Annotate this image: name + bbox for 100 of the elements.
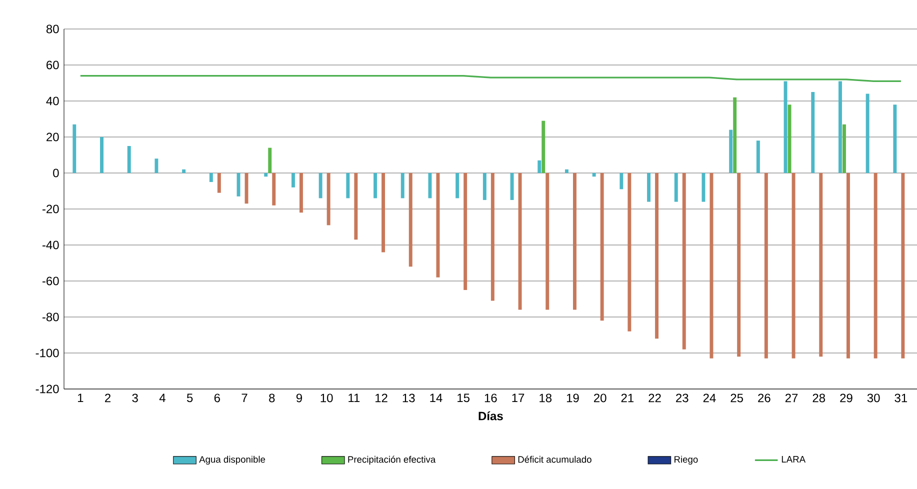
x-tick-label: 31 [894, 394, 908, 402]
bar [464, 172, 468, 290]
x-tick-label: 22 [648, 394, 661, 402]
bar [100, 136, 104, 173]
bar [600, 172, 604, 321]
x-tick-label: 6 [214, 394, 220, 402]
bar [846, 172, 850, 358]
legend-label: Agua disponible [199, 456, 266, 465]
bar [819, 172, 823, 357]
bar [674, 172, 678, 202]
bar [628, 172, 632, 332]
y-tick-label: 80 [46, 24, 59, 34]
x-tick-label: 13 [402, 394, 415, 402]
bar [127, 146, 131, 173]
bar [811, 92, 815, 173]
x-axis-title: Días [478, 411, 503, 420]
x-tick-label: 4 [159, 394, 166, 402]
x-tick-label: 9 [296, 394, 302, 402]
bar [647, 172, 651, 202]
bar [572, 172, 576, 310]
bar [564, 169, 568, 173]
x-tick-label: 8 [269, 394, 275, 402]
bar [428, 172, 432, 198]
bar [408, 172, 412, 267]
x-tick-label: 20 [594, 394, 606, 402]
bar [518, 172, 522, 310]
legend-label: LARA [782, 456, 806, 462]
bar [154, 158, 158, 173]
bar [326, 172, 330, 226]
bar [874, 172, 878, 358]
bar [268, 148, 272, 173]
x-tick-label: 19 [566, 394, 579, 402]
y-tick-label: 40 [46, 96, 59, 106]
bar [702, 172, 706, 202]
bar [209, 172, 213, 182]
x-tick-label: 15 [458, 394, 470, 402]
bar [318, 172, 322, 198]
legend-label: Déficit acumulado [518, 456, 592, 463]
bar [546, 172, 550, 310]
bar [682, 172, 686, 350]
bar [482, 172, 486, 200]
bar [756, 140, 760, 173]
bar [510, 172, 514, 200]
x-tick-label: 12 [376, 394, 388, 402]
x-tick-label: 10 [320, 394, 333, 402]
x-tick-label: 14 [430, 394, 442, 402]
bar [182, 169, 186, 173]
legend-label: Precipitación efectiva [348, 456, 436, 465]
bar [838, 81, 842, 173]
x-tick-label: 1 [78, 394, 84, 402]
bar [542, 120, 546, 173]
x-tick-label: 25 [730, 394, 743, 402]
y-tick-label: -80 [42, 312, 59, 322]
x-tick-label: 24 [703, 394, 716, 402]
bar [784, 81, 788, 173]
x-tick-label: 17 [512, 394, 524, 402]
x-tick-label: 30 [867, 394, 880, 402]
bar [710, 172, 714, 358]
bar [244, 172, 248, 204]
x-tick-label: 26 [758, 394, 770, 402]
bar [456, 172, 460, 198]
bar [592, 172, 596, 177]
x-tick-label: 11 [348, 394, 360, 402]
bar [374, 172, 378, 198]
x-tick-label: 29 [840, 394, 852, 402]
y-tick-label: -120 [36, 384, 59, 394]
x-tick-label: 16 [484, 394, 497, 402]
y-tick-label: 60 [46, 60, 59, 70]
x-tick-label: 7 [242, 394, 248, 402]
bar [620, 172, 624, 190]
bar [842, 124, 846, 173]
bar [217, 172, 221, 193]
bar [655, 172, 659, 339]
bar [893, 104, 897, 173]
bar [346, 172, 350, 198]
x-tick-label: 28 [812, 394, 826, 402]
bar [901, 172, 905, 358]
y-tick-label: -100 [36, 348, 59, 358]
bar [737, 172, 741, 357]
bar [291, 172, 295, 188]
x-tick-label: 5 [186, 394, 193, 402]
x-tick-label: 3 [132, 394, 138, 402]
bar [264, 172, 268, 177]
x-tick-label: 2 [105, 394, 110, 402]
bar [436, 172, 440, 278]
bar [354, 172, 358, 240]
bar [788, 104, 792, 173]
bar [792, 172, 796, 358]
y-tick-label: 0 [53, 168, 59, 178]
bar [729, 130, 733, 173]
x-tick-label: 18 [540, 394, 552, 402]
y-tick-label: -20 [42, 204, 59, 214]
bar [490, 172, 494, 301]
bar [382, 172, 385, 252]
bar [400, 172, 404, 198]
bar [538, 160, 542, 173]
bar [72, 124, 76, 173]
y-tick-label: -60 [42, 276, 59, 286]
x-tick-label: 23 [676, 394, 688, 402]
bar [299, 172, 303, 213]
